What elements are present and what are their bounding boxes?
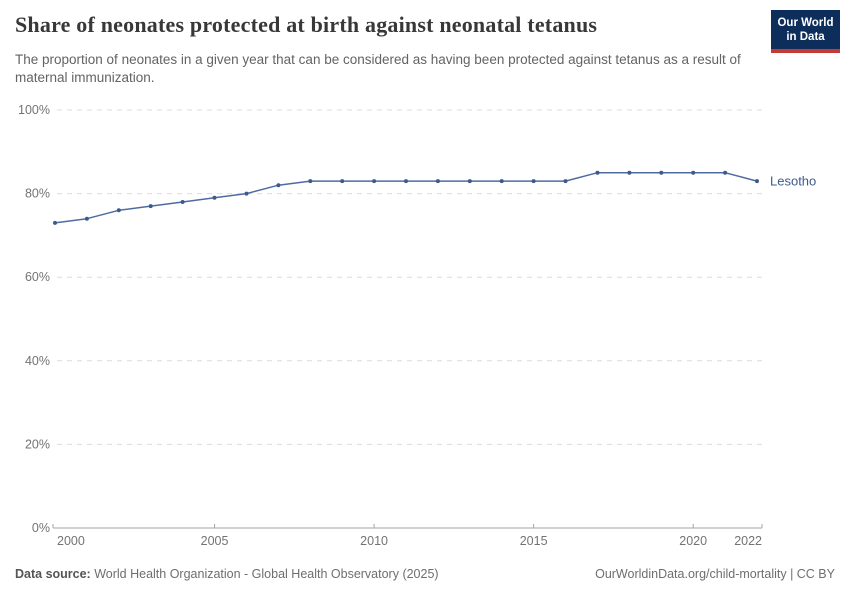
data-point-2008: [308, 179, 313, 184]
series-label-lesotho: Lesotho: [770, 174, 816, 189]
y-axis-labels: 0% 20% 40% 60% 80% 100%: [18, 103, 50, 535]
data-point-2020: [691, 170, 696, 175]
data-point-2007: [276, 183, 281, 188]
gridlines: [57, 109, 762, 445]
x-tick-label-2020: 2020: [679, 534, 707, 548]
data-source: Data source: World Health Organization -…: [15, 567, 439, 581]
data-point-2014: [499, 179, 504, 184]
line-chart: 0%20%40%60%80%100%2000 2005 2010 2015 2020 20…: [18, 103, 816, 548]
owid-logo-line2: in Data: [786, 31, 825, 43]
x-tick-label-2010: 2010: [360, 534, 388, 548]
data-point-2004: [180, 200, 185, 204]
x-axis: [52, 524, 763, 529]
data-point-2022: [755, 179, 759, 184]
y-tick-label-80: 80%: [25, 187, 50, 201]
data-point-2000: [53, 220, 57, 225]
data-point-2016: [563, 179, 568, 184]
y-tick-label-60: 60%: [25, 270, 50, 284]
chart-subtitle: The proportion of neonates in a given ye…: [15, 52, 741, 85]
data-point-2013: [467, 179, 472, 184]
data-point-2006: [244, 191, 249, 196]
data-point-2001: [84, 216, 89, 221]
y-tick-label-20: 20%: [25, 437, 50, 451]
x-tick-label-2000: 2000: [57, 534, 85, 548]
owid-logo: Our World in Data: [771, 10, 840, 53]
data-point-2002: [116, 208, 121, 213]
data-point-2005: [212, 195, 217, 200]
data-points-lesotho: [53, 170, 759, 225]
x-axis-labels: 2000 2005 2010 2015 2020 2022: [57, 534, 762, 548]
credit-line: OurWorldinData.org/child-mortality | CC …: [595, 567, 835, 581]
y-tick-label-40: 40%: [25, 354, 50, 368]
data-point-2009: [340, 179, 345, 184]
chart-footer: Data source: World Health Organization -…: [15, 567, 835, 581]
data-point-2015: [531, 179, 536, 184]
owid-logo-line1: Our World: [777, 17, 834, 29]
x-tick-label-2005: 2005: [201, 534, 229, 548]
data-point-2021: [723, 170, 728, 175]
data-point-2019: [659, 170, 664, 175]
y-tick-label-100: 100%: [18, 103, 50, 117]
data-point-2018: [627, 170, 632, 175]
data-point-2003: [148, 204, 153, 209]
data-source-text: World Health Organization - Global Healt…: [90, 567, 439, 581]
data-point-2017: [595, 170, 600, 175]
x-tick-label-2015: 2015: [520, 534, 548, 548]
data-source-label: Data source:: [15, 567, 91, 581]
data-point-2012: [435, 179, 440, 184]
data-point-2010: [372, 179, 377, 184]
page-title: Share of neonates protected at birth aga…: [15, 12, 598, 37]
y-tick-label-0: 0%: [32, 521, 50, 535]
x-tick-label-2022: 2022: [734, 534, 762, 548]
data-point-2011: [404, 179, 408, 184]
